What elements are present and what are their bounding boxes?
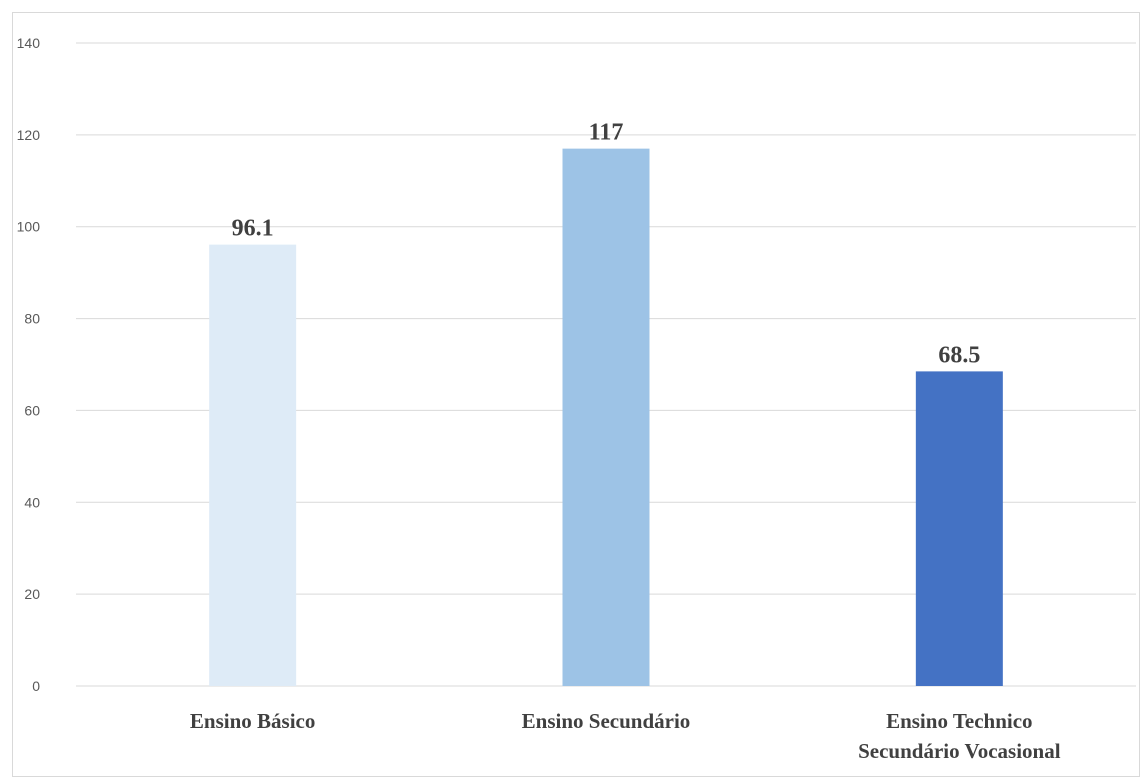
bar-chart: 0 20 40 60 80 100 120 140 96.1 117 68.5 Ensino Bá… [17, 35, 1136, 763]
y-tick-label: 120 [17, 127, 41, 143]
y-tick-label: 80 [24, 311, 40, 327]
x-axis-ticks: Ensino Básico Ensino Secundário Ensino Tec… [190, 709, 1061, 763]
data-label: 68.5 [938, 342, 980, 368]
bar [209, 244, 297, 686]
y-tick-label: 100 [17, 219, 41, 235]
x-tick-label: Ensino Básico [190, 709, 315, 733]
data-label: 96.1 [232, 216, 274, 242]
bar [562, 148, 650, 686]
y-tick-label: 0 [32, 678, 40, 694]
data-label: 117 [589, 120, 624, 146]
y-axis-ticks: 0 20 40 60 80 100 120 140 [17, 35, 41, 694]
chart-container: 0 20 40 60 80 100 120 140 96.1 117 68.5 Ensino Bá… [12, 12, 1140, 777]
y-tick-label: 40 [24, 494, 40, 510]
x-tick-label: Ensino Secundário [522, 709, 691, 733]
x-tick-label: Ensino Technico Secundário Vocasional [858, 709, 1061, 763]
y-tick-label: 20 [24, 586, 40, 602]
bars [209, 148, 1003, 686]
y-tick-label: 140 [17, 35, 41, 51]
data-labels: 96.1 117 68.5 [232, 120, 981, 369]
bar [915, 371, 1003, 686]
y-tick-label: 60 [24, 402, 40, 418]
